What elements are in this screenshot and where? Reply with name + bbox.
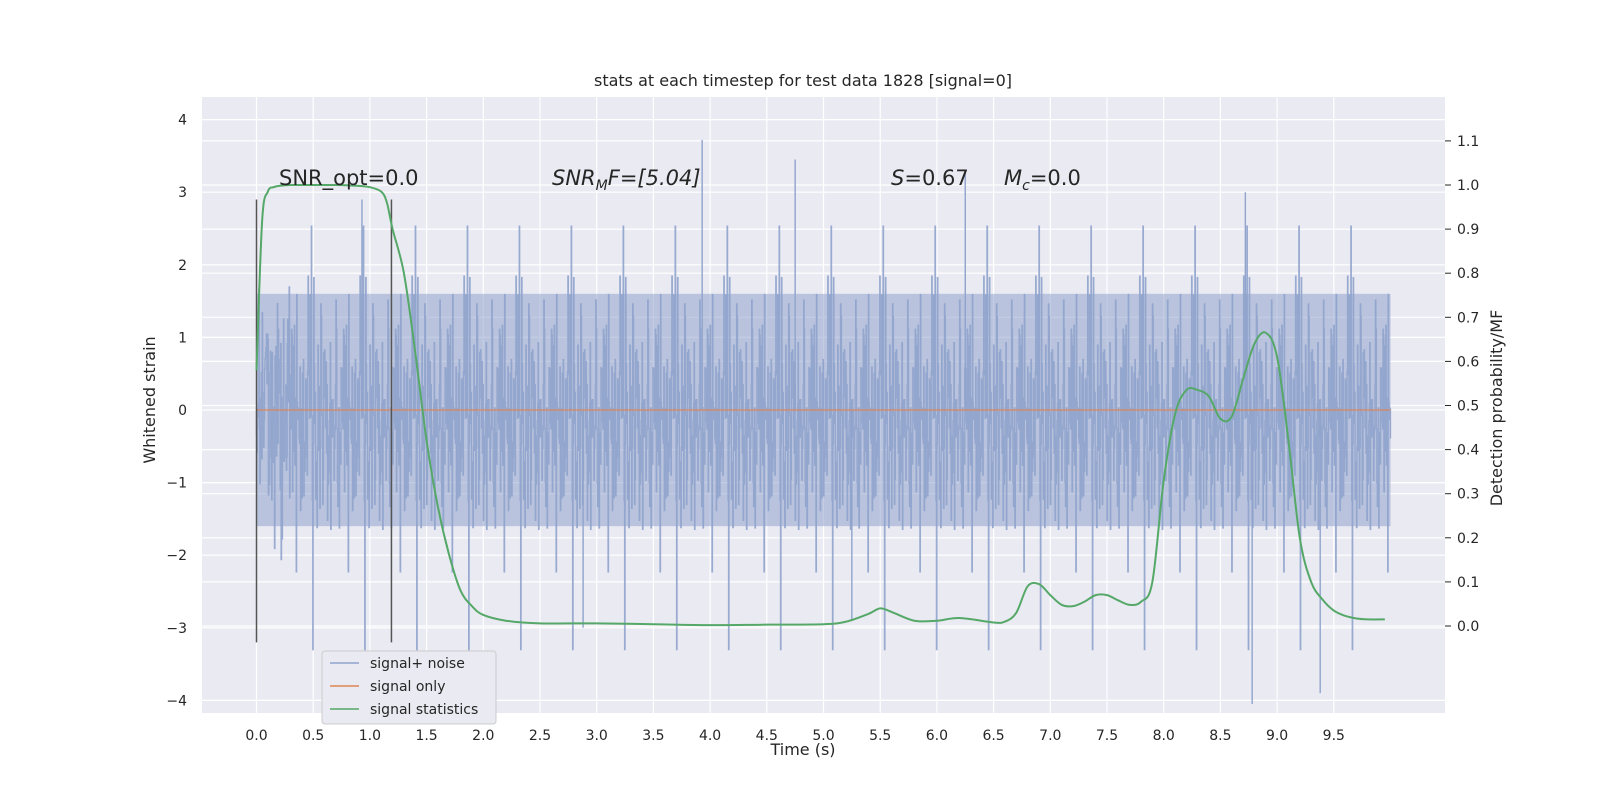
y-tick-label: −3 (166, 621, 187, 637)
x-tick-label: 3.0 (586, 728, 608, 744)
legend-label-signal: signal only (370, 679, 445, 695)
x-tick-label: 1.5 (415, 728, 437, 744)
y2-tick-label: 0.6 (1457, 354, 1479, 370)
annotation-snr-mf: SNRMF=[5.04] (552, 166, 701, 194)
y-tick-label: 3 (178, 185, 187, 201)
x-tick-label: 6.5 (982, 728, 1004, 744)
y-tick-label: 0 (178, 403, 187, 419)
y-tick-label: −1 (166, 476, 187, 492)
x-tick-label: 8.5 (1209, 728, 1231, 744)
y-tick-label: −4 (166, 693, 187, 709)
y-tick-label: 1 (178, 330, 187, 346)
legend-box (321, 650, 497, 725)
x-tick-label: 9.0 (1266, 728, 1288, 744)
y-axis-ticks: 4 3 2 1 0 −1 −2 −3 −4 (166, 113, 187, 710)
x-tick-label: 5.0 (812, 728, 834, 744)
y2-tick-label: 0.3 (1457, 487, 1479, 503)
x-tick-label: 0.5 (302, 728, 324, 744)
x-tick-label: 7.5 (1096, 728, 1118, 744)
x-tick-label: 4.0 (699, 728, 721, 744)
y2-tick-label: 0.4 (1457, 443, 1479, 459)
y2-tick-label: 0.8 (1457, 266, 1479, 282)
y2-tick-label: 1.1 (1457, 134, 1479, 150)
y2-tick-label: 0.9 (1457, 222, 1479, 238)
legend-label-noise: signal+ noise (370, 656, 465, 672)
y2-tick-label: 1.0 (1457, 178, 1479, 194)
x-tick-label: 2.0 (472, 728, 494, 744)
x-tick-label: 8.0 (1153, 728, 1175, 744)
x-tick-label: 0.0 (245, 728, 267, 744)
x-tick-label: 3.5 (642, 728, 664, 744)
x-tick-label: 9.5 (1323, 728, 1345, 744)
annotation-snr-opt: SNR_opt=0.0 (279, 166, 419, 191)
y-axis-label: Whitened strain (140, 336, 159, 463)
x-tick-label: 6.0 (926, 728, 948, 744)
y2-tick-label: 0.5 (1457, 399, 1479, 415)
x-tick-label: 1.0 (359, 728, 381, 744)
annotation-mc: Mc=0.0 (1004, 166, 1081, 194)
y2-axis-label: Detection probability/MF (1487, 310, 1506, 507)
y2-tick-label: 0.1 (1457, 575, 1479, 591)
x-tick-label: 2.5 (529, 728, 551, 744)
y-tick-label: −2 (166, 548, 187, 564)
x-axis-ticks: 0.0 0.5 1.0 1.5 2.0 2.5 3.0 3.5 4.0 4.5 5.0 5.5 6.0 6… (245, 728, 1345, 744)
y-tick-label: 2 (178, 258, 187, 274)
y2-axis-ticks: 1.1 1.0 0.9 0.8 0.7 0.6 0.5 0.4 0.3 0.2 0.1 0.0 (1445, 134, 1479, 635)
legend: signal+ noise signal only signal statist… (321, 650, 497, 725)
annotation-s: S=0.67 (891, 166, 969, 190)
chart-title: stats at each timestep for test data 182… (594, 71, 1012, 90)
y2-tick-label: 0.0 (1457, 619, 1479, 635)
x-tick-label: 7.0 (1039, 728, 1061, 744)
signal-statistics-line (255, 183, 1385, 627)
x-tick-label: 4.5 (756, 728, 778, 744)
y2-tick-label: 0.7 (1457, 310, 1479, 326)
y2-tick-label: 0.2 (1457, 531, 1479, 547)
legend-label-stats: signal statistics (370, 702, 478, 718)
window-markers (255, 199, 393, 643)
x-tick-label: 5.5 (869, 728, 891, 744)
y-tick-label: 4 (178, 113, 187, 129)
x-axis-label: Time (s) (769, 740, 835, 759)
